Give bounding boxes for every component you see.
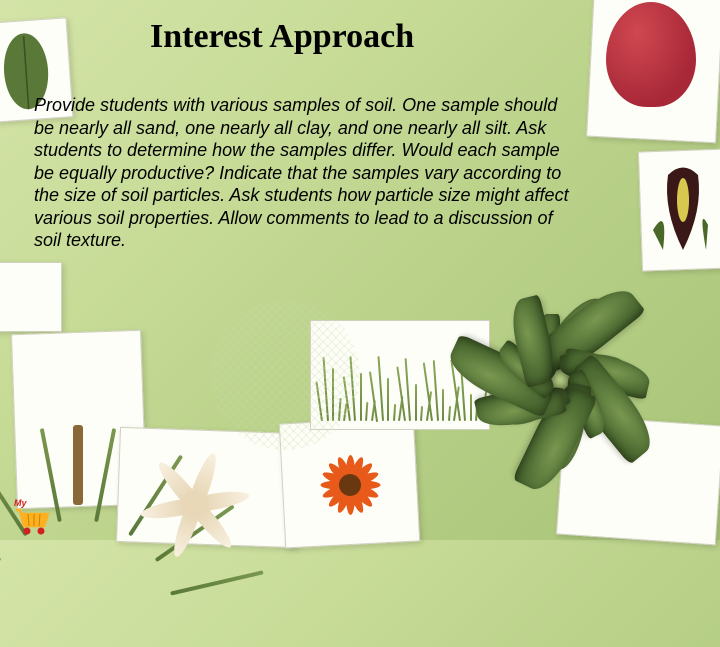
succulent-illustration <box>550 370 570 390</box>
slide-body-text: Provide students with various samples of… <box>34 94 574 252</box>
mesh-pattern <box>210 300 360 450</box>
palm-illustration <box>78 505 80 507</box>
fruit-illustration <box>606 2 696 107</box>
card-left-low <box>0 262 62 332</box>
cart-icon: My <box>10 496 54 541</box>
svg-text:My: My <box>14 498 27 508</box>
orange-flower-illustration <box>350 485 352 487</box>
slide-title: Interest Approach <box>150 18 414 56</box>
lily-illustration <box>195 505 197 507</box>
calla-illustration <box>648 155 718 260</box>
background-decoration: My <box>0 0 720 540</box>
